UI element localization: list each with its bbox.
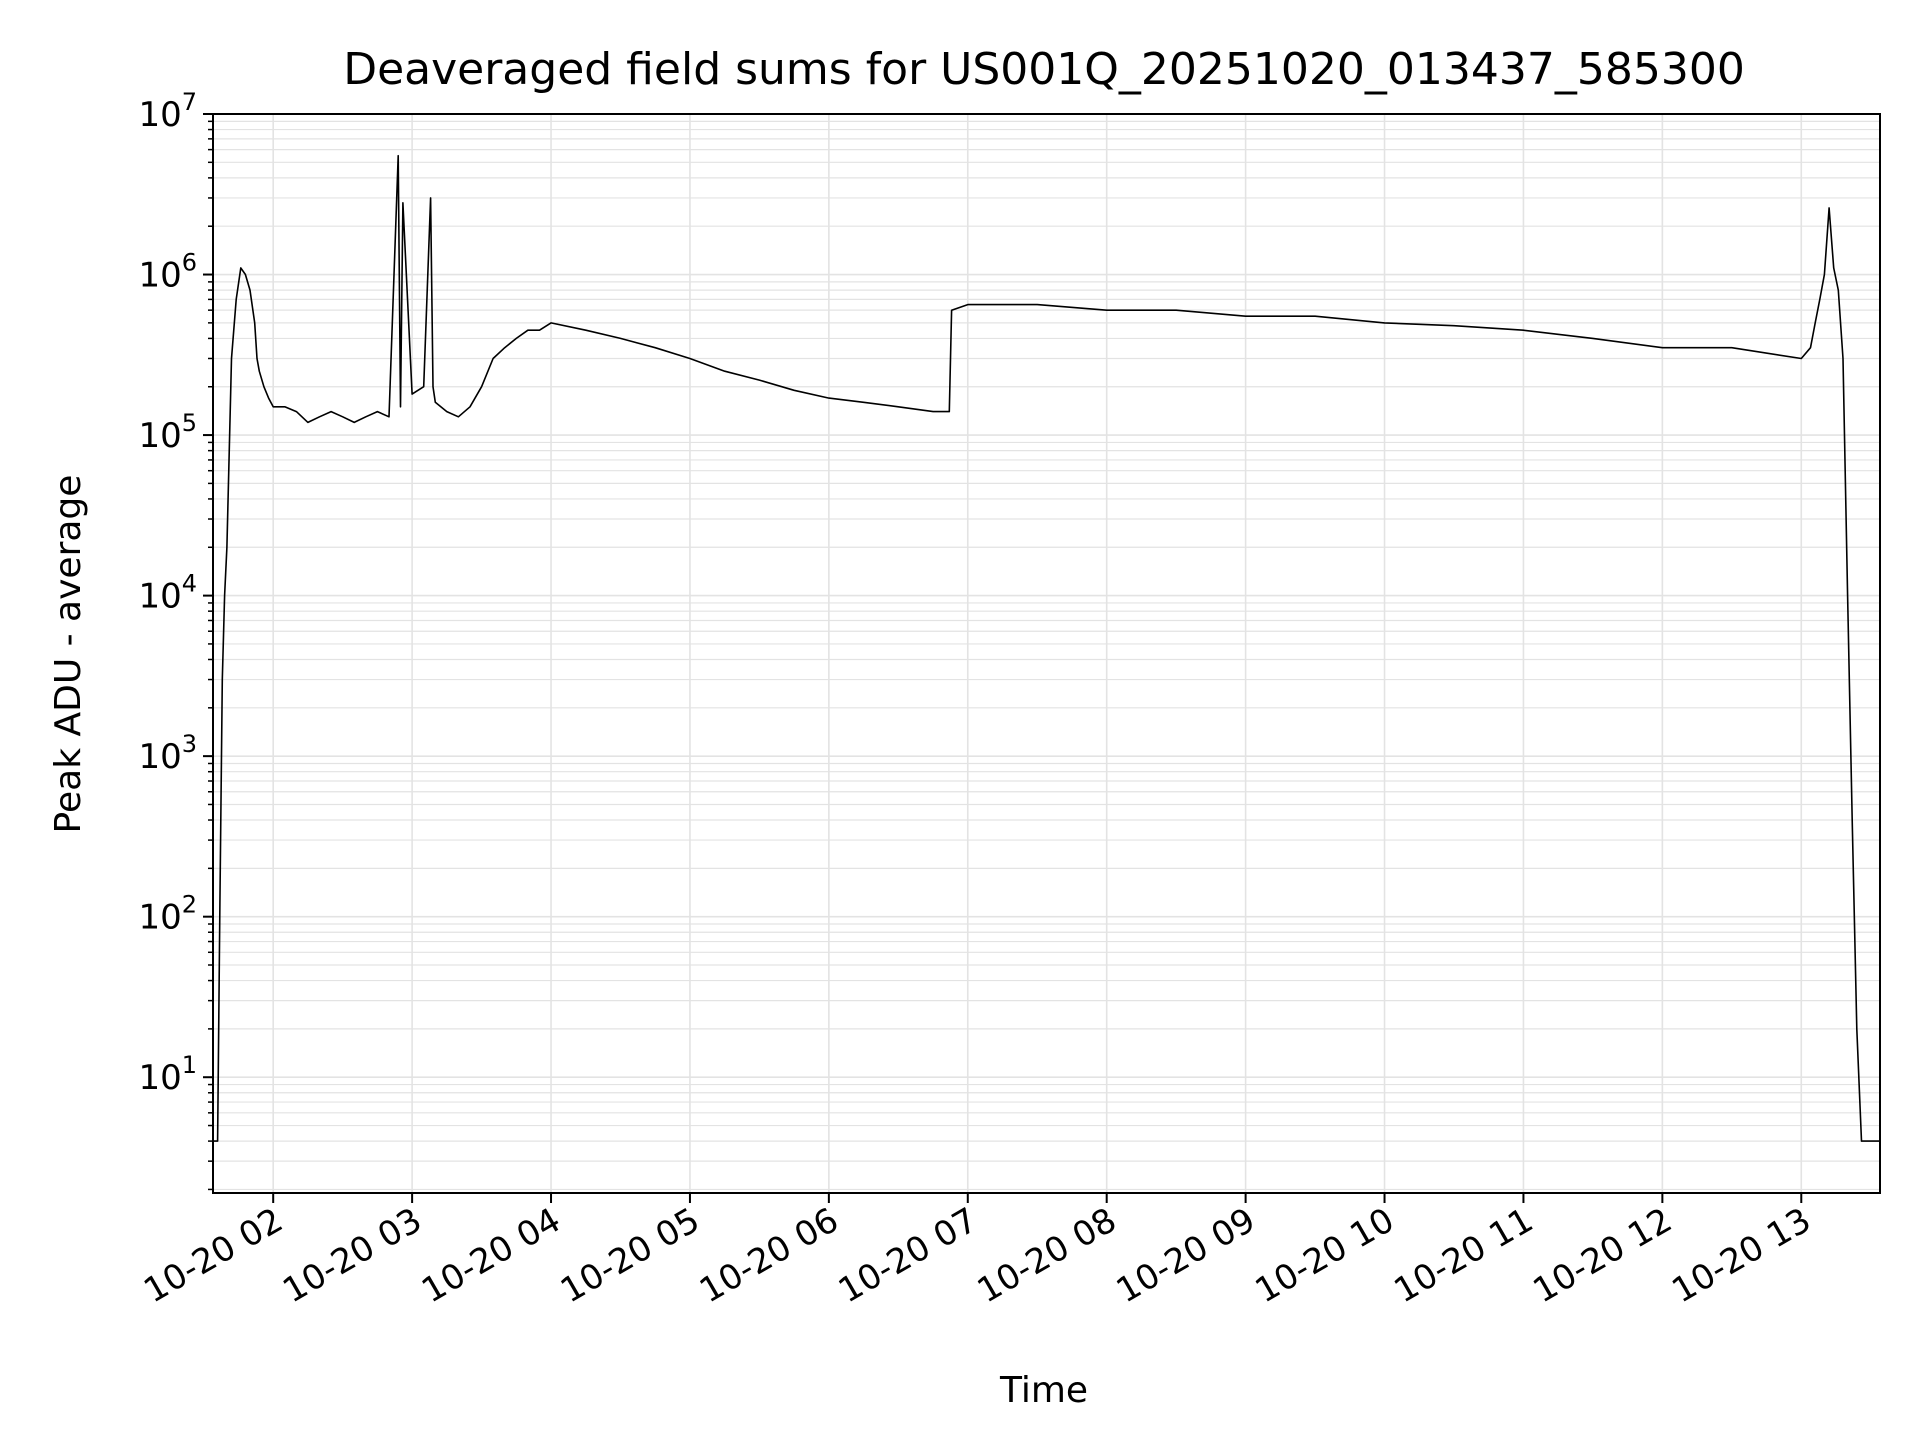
x-tick-label: 10-20 08 xyxy=(971,1200,1123,1311)
x-tick-label: 10-20 05 xyxy=(554,1200,706,1311)
x-tick-label: 10-20 04 xyxy=(415,1200,567,1311)
y-tick-label: 104 xyxy=(138,570,197,617)
x-tick-label: 10-20 06 xyxy=(693,1200,845,1311)
y-tick-label: 107 xyxy=(138,88,197,135)
x-tick-label: 10-20 07 xyxy=(832,1200,984,1311)
x-axis-label: Time xyxy=(999,1370,1088,1411)
x-tick-label: 10-20 11 xyxy=(1388,1200,1540,1311)
grid xyxy=(213,113,1880,1193)
series-line xyxy=(213,154,1880,1142)
x-tick-label: 10-20 10 xyxy=(1249,1200,1401,1311)
y-tick-label: 105 xyxy=(138,409,197,456)
x-tick-label: 10-20 12 xyxy=(1526,1200,1678,1311)
x-tick-label: 10-20 03 xyxy=(276,1200,428,1311)
x-tick-label: 10-20 02 xyxy=(137,1200,289,1311)
y-tick-label: 103 xyxy=(138,730,197,777)
plot-frame xyxy=(212,113,1881,1194)
y-tick-label: 102 xyxy=(138,891,197,938)
y-tick-label: 106 xyxy=(138,249,197,296)
y-axis-label: Peak ADU - average xyxy=(48,475,89,834)
chart-title: Deaveraged field sums for US001Q_2025102… xyxy=(343,44,1745,95)
x-tick-label: 10-20 09 xyxy=(1110,1200,1262,1311)
x-tick-label: 10-20 13 xyxy=(1665,1200,1817,1311)
y-tick-label: 101 xyxy=(138,1051,197,1098)
series-group xyxy=(213,154,1880,1142)
